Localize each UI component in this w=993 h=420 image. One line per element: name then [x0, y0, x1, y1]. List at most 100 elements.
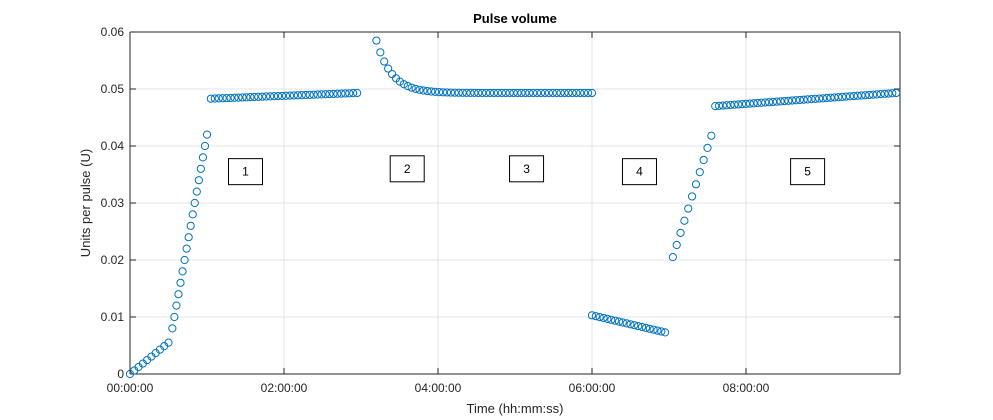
data-point [321, 90, 330, 99]
data-point [182, 244, 191, 253]
data-point [695, 168, 704, 177]
data-point [170, 312, 179, 322]
data-point [222, 93, 231, 103]
y-tick-label: 0.05 [101, 82, 125, 96]
data-point [568, 88, 577, 98]
data-point [206, 94, 215, 103]
data-point [630, 321, 639, 330]
data-point [450, 88, 459, 97]
data-point [603, 314, 612, 323]
data-point [572, 88, 581, 98]
data-point [888, 89, 897, 98]
data-point [234, 93, 243, 102]
data-point [266, 92, 275, 101]
data-point [435, 87, 444, 97]
data-point [470, 88, 479, 97]
data-point [333, 89, 342, 98]
data-point [661, 328, 670, 337]
data-point [349, 89, 358, 98]
data-point [838, 92, 847, 101]
data-point [842, 92, 851, 101]
x-tick-label: 02:00:00 [261, 381, 308, 395]
data-point [803, 95, 812, 104]
data-point [730, 100, 739, 109]
data-point [791, 96, 801, 105]
data-point [411, 84, 420, 93]
data-point [174, 290, 183, 299]
data-point [474, 88, 483, 98]
data-point [305, 90, 314, 99]
data-point [196, 164, 205, 173]
data-point [399, 80, 408, 89]
data-point [372, 36, 381, 45]
data-point [718, 101, 728, 110]
data-point [734, 100, 743, 109]
data-point [285, 91, 295, 100]
y-axis-label: Units per pulse (U) [78, 149, 93, 257]
data-point [776, 97, 785, 106]
data-point [442, 88, 452, 97]
chart-title: Pulse volume [473, 11, 557, 26]
data-point [289, 91, 298, 100]
data-point [214, 94, 223, 103]
data-point [270, 92, 279, 101]
annotation-label: 5 [804, 165, 811, 179]
data-point [552, 88, 561, 98]
data-point [218, 94, 227, 103]
data-point [509, 88, 518, 98]
annotation-label: 1 [242, 165, 249, 179]
data-point [186, 221, 195, 230]
data-point [749, 99, 758, 108]
data-point [614, 317, 624, 326]
data-point [768, 97, 778, 107]
data-point [688, 192, 697, 201]
annotation-label: 4 [636, 165, 643, 179]
data-point [765, 98, 774, 107]
data-point [699, 155, 708, 165]
data-point [301, 90, 310, 100]
annotation-label: 2 [404, 162, 411, 176]
data-point [230, 93, 239, 102]
data-point [772, 97, 781, 106]
data-point [637, 322, 647, 332]
data-point [176, 278, 185, 287]
data-point [184, 233, 193, 242]
data-point [826, 93, 835, 102]
data-point [273, 91, 283, 101]
data-point [818, 94, 828, 103]
data-point [517, 88, 526, 98]
data-point [536, 88, 546, 98]
data-point [337, 89, 346, 98]
data-point [544, 88, 553, 98]
data-point [626, 320, 635, 329]
data-point [807, 95, 816, 104]
data-point [427, 87, 436, 96]
data-point [345, 89, 354, 98]
data-point [313, 90, 322, 99]
data-point [645, 324, 654, 333]
data-point [384, 64, 393, 73]
data-point [376, 48, 385, 57]
segment-annotations: 1 2 3 4 5 [228, 155, 826, 186]
data-point [865, 90, 874, 100]
data-point [868, 90, 878, 99]
data-point [293, 91, 302, 100]
data-point [849, 91, 858, 101]
data-point [250, 92, 259, 102]
data-point [622, 319, 631, 328]
data-point [277, 91, 287, 101]
data-point [407, 83, 416, 92]
data-point [466, 88, 475, 97]
data-point [726, 100, 735, 110]
data-point [458, 88, 467, 97]
data-point [446, 88, 455, 97]
data-point [493, 88, 503, 98]
data-point [178, 267, 187, 276]
data-point [540, 88, 550, 98]
data-point [192, 187, 201, 196]
data-point [741, 99, 751, 108]
data-point [194, 176, 203, 185]
data-point [419, 86, 428, 95]
data-point [462, 88, 471, 97]
data-point [753, 98, 762, 108]
